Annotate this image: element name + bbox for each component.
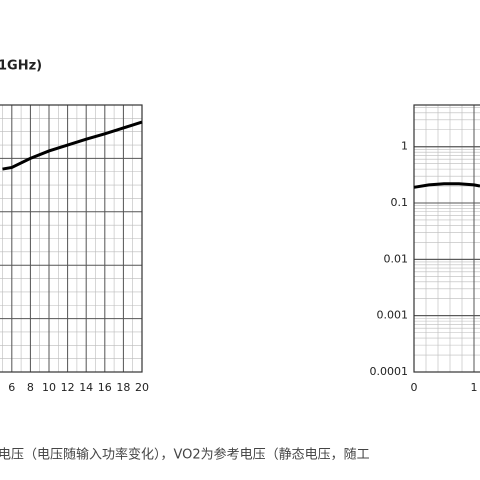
- plot-frame: [413, 104, 480, 373]
- x-tick-label: 1: [471, 381, 478, 394]
- chart-title: 1GHz): [0, 59, 42, 74]
- data-line: [2, 120, 143, 171]
- y-tick-label: 0.001: [377, 309, 409, 322]
- y-tick-label: 0.0001: [370, 365, 409, 378]
- x-tick-label: 20: [135, 381, 149, 394]
- plot-frame: [0, 104, 143, 373]
- x-tick-label: 14: [79, 381, 93, 394]
- y-tick-label: 0.01: [384, 252, 409, 265]
- y-tick-label: 1: [401, 140, 408, 153]
- x-tick-label: 16: [98, 381, 112, 394]
- x-tick-label: 0: [411, 381, 418, 394]
- caption: 电压（电压随输入功率变化），VO2为参考电压（静态电压，随工: [0, 447, 370, 463]
- x-tick-label: 18: [116, 381, 130, 394]
- x-tick-label: 10: [42, 381, 56, 394]
- x-tick-label: 12: [61, 381, 75, 394]
- x-tick-label: 8: [27, 381, 34, 394]
- x-tick-label: 6: [8, 381, 15, 394]
- data-line: [413, 182, 480, 189]
- y-tick-label: 0.1: [391, 196, 409, 209]
